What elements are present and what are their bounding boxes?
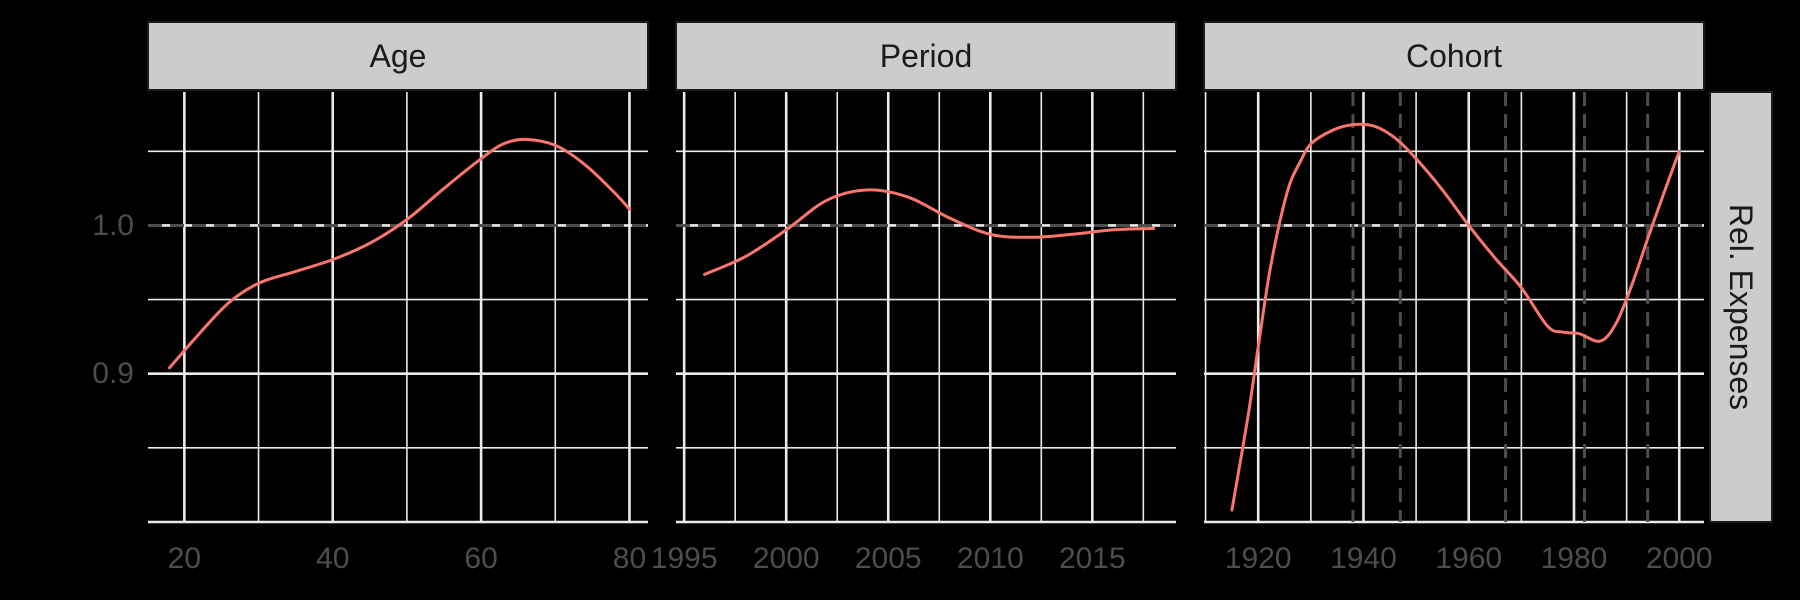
strip-age — [147, 21, 649, 91]
right-strip: Rel. Expenses — [1709, 91, 1773, 523]
x-tick-label: 40 — [316, 542, 349, 575]
series-line-age — [168, 137, 631, 370]
x-tick-label: 1995 — [651, 542, 718, 575]
y-axis: 0.9 1.0 — [92, 209, 134, 390]
panel-age: Age 20 40 60 80 — [147, 21, 649, 575]
y-strip-box — [1709, 91, 1773, 523]
x-tick-label: 1980 — [1541, 542, 1608, 575]
x-tick-label: 2000 — [753, 542, 820, 575]
x-tick-label: 20 — [168, 542, 201, 575]
x-tick-label: 1960 — [1435, 542, 1502, 575]
x-tick-label: 60 — [464, 542, 497, 575]
strip-period — [675, 21, 1177, 91]
x-tick-label: 2015 — [1059, 542, 1126, 575]
strip-label-age: Age — [370, 38, 427, 74]
strip-label-cohort: Cohort — [1406, 38, 1502, 74]
x-tick-label: 2005 — [855, 542, 922, 575]
strip-cohort — [1203, 21, 1705, 91]
x-tick-label: 2000 — [1646, 542, 1713, 575]
x-tick-label: 2010 — [957, 542, 1024, 575]
y-tick-label: 0.9 — [92, 357, 134, 390]
x-tick-label: 1940 — [1330, 542, 1397, 575]
x-tick-label: 1920 — [1225, 542, 1292, 575]
x-tick-label: 80 — [613, 542, 646, 575]
y-strip-label: Rel. Expenses — [1723, 204, 1759, 410]
panel-cohort: Cohort 1920 1940 1960 1980 2000 — [1203, 21, 1713, 575]
y-tick-label: 1.0 — [92, 209, 134, 242]
panels: Age 20 40 60 80 Period 1995 2000 2005 2010 2015 Coh… — [147, 21, 1713, 575]
series-line-period — [703, 188, 1156, 276]
panel-period: Period 1995 2000 2005 2010 2015 — [651, 21, 1177, 575]
strip-label-period: Period — [880, 38, 973, 74]
series-line-cohort — [1230, 122, 1681, 512]
